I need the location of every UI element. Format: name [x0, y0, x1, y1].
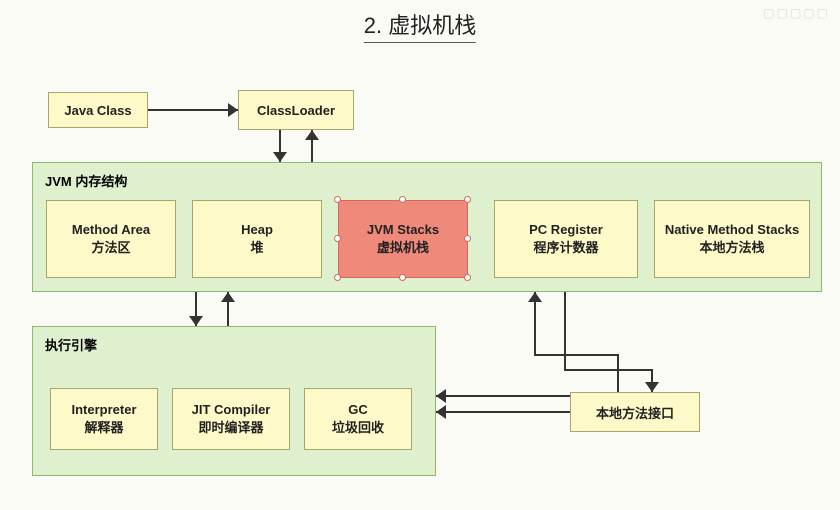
memory-box-0: Method Area方法区	[46, 200, 176, 278]
page-title: 2. 虚拟机栈	[364, 8, 476, 43]
native-interface-box: 本地方法接口	[570, 392, 700, 432]
selection-handle[interactable]	[464, 196, 471, 203]
class-loader-label: ClassLoader	[257, 103, 335, 118]
selection-handle[interactable]	[464, 235, 471, 242]
java-class-label: Java Class	[64, 103, 131, 118]
memory-box-2[interactable]: JVM Stacks虚拟机栈	[338, 200, 468, 278]
engine-box-2: GC垃圾回收	[304, 388, 412, 450]
jvm-memory-label: JVM 内存结构	[45, 171, 127, 190]
selection-handle[interactable]	[334, 274, 341, 281]
java-class-box: Java Class	[48, 92, 148, 128]
engine-box-1: JIT Compiler即时编译器	[172, 388, 290, 450]
selection-handle[interactable]	[334, 196, 341, 203]
selection-handle[interactable]	[334, 235, 341, 242]
engine-box-0: Interpreter解释器	[50, 388, 158, 450]
selection-handle[interactable]	[464, 274, 471, 281]
memory-box-4: Native Method Stacks本地方法栈	[654, 200, 810, 278]
class-loader-box: ClassLoader	[238, 90, 354, 130]
execution-engine-label: 执行引擎	[45, 335, 97, 354]
native-interface-label: 本地方法接口	[596, 403, 674, 422]
memory-box-1: Heap堆	[192, 200, 322, 278]
memory-box-3: PC Register程序计数器	[494, 200, 638, 278]
selection-handle[interactable]	[399, 196, 406, 203]
watermark: ▢▢▢▢▢	[763, 6, 830, 20]
selection-handle[interactable]	[399, 274, 406, 281]
